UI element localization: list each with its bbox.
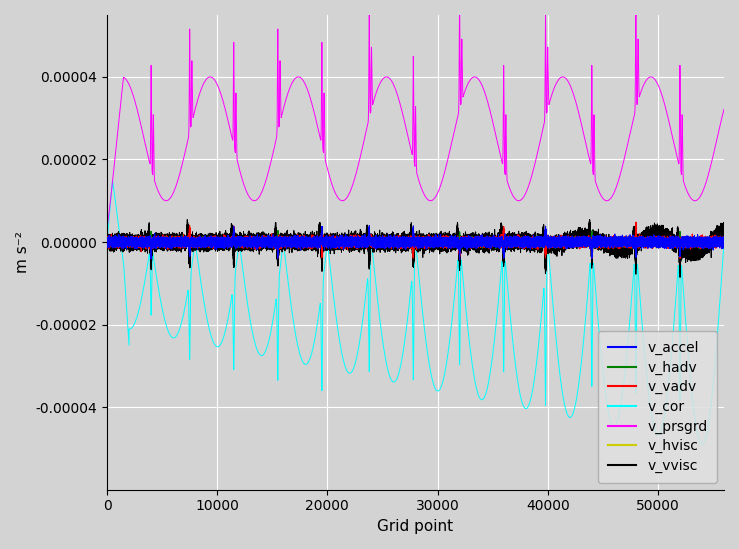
v_hadv [410,238,419,244]
v_prsgrd [633,101,641,108]
v_cor [103,239,112,245]
v_prsgrd [410,162,419,169]
v_vadv [632,219,641,225]
v_accel [103,238,112,245]
v_cor [698,441,706,447]
v_hvisc [335,239,344,245]
v_prsgrd [620,153,629,160]
v_vvisc [103,233,112,239]
Line: v_accel: v_accel [107,226,724,260]
v_hadv [335,239,344,245]
v_hvisc [197,239,206,245]
v_prsgrd [455,3,464,9]
Line: v_prsgrd: v_prsgrd [107,6,724,229]
v_accel [620,239,629,246]
v_accel [633,239,641,246]
v_hadv [491,245,500,252]
v_vadv [103,238,112,244]
v_cor [108,177,117,183]
v_accel [720,240,729,247]
Line: v_cor: v_cor [107,180,724,444]
v_accel [335,239,344,245]
v_vadv [620,243,629,249]
X-axis label: Grid point: Grid point [378,519,454,534]
v_prsgrd [335,196,344,203]
v_prsgrd [197,84,206,91]
v_hadv [620,239,629,245]
v_cor [620,372,629,378]
Y-axis label: m s⁻²: m s⁻² [15,232,30,273]
Line: v_vadv: v_vadv [107,222,724,259]
v_vvisc [197,239,206,245]
Line: v_hadv: v_hadv [107,229,724,249]
v_prsgrd [356,152,365,159]
v_vadv [633,239,641,246]
v_vvisc [620,249,629,255]
v_cor [720,239,729,245]
Legend: v_accel, v_hadv, v_vadv, v_cor, v_prsgrd, v_hvisc, v_vvisc: v_accel, v_hadv, v_vadv, v_cor, v_prsgrd… [599,331,717,483]
v_vvisc [410,237,419,244]
v_cor [356,332,365,338]
v_accel [356,238,365,245]
v_vadv [588,255,596,262]
v_hvisc [356,239,365,245]
v_hvisc [633,239,641,245]
v_hadv [356,237,365,243]
v_vvisc [585,216,594,223]
v_hadv [633,236,641,242]
v_prsgrd [720,106,729,113]
Line: v_vvisc: v_vvisc [107,220,724,277]
v_cor [633,272,641,278]
v_hvisc [410,239,419,245]
v_accel [455,256,464,263]
v_hadv [720,237,729,244]
v_vvisc [356,238,365,245]
v_cor [335,335,344,342]
v_vadv [720,238,729,244]
v_vadv [197,243,206,249]
v_vadv [335,240,344,247]
v_vvisc [335,242,344,249]
v_hadv [409,226,418,232]
v_prsgrd [103,226,112,232]
v_hvisc [103,239,112,245]
v_cor [197,287,206,293]
v_vvisc [720,226,729,232]
v_vadv [410,239,419,245]
v_hvisc [720,239,729,245]
v_accel [365,222,374,229]
v_hadv [103,240,112,247]
v_cor [410,251,419,258]
v_vadv [356,237,365,243]
v_hvisc [620,239,629,245]
v_hadv [197,239,206,245]
v_vvisc [675,274,684,281]
v_accel [410,240,419,247]
v_vvisc [633,234,641,240]
v_accel [197,238,206,244]
